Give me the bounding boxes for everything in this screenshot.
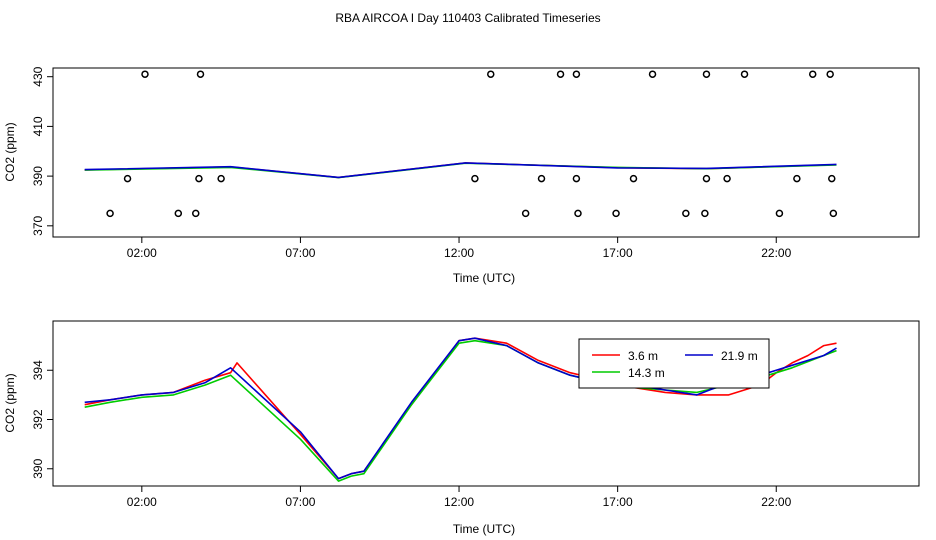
figure-title: RBA AIRCOA I Day 110403 Calibrated Times… [335,11,600,25]
top-outlier-point [828,174,836,183]
legend-label-14-3m: 14.3 m [628,366,665,380]
top-outlier-point [174,209,183,218]
top-outlier-point [682,209,690,218]
bottom-x-tick-label: 12:00 [444,495,474,509]
top-y-tick-label: 410 [31,116,45,136]
top-outlier-point [793,174,801,183]
bottom-x-tick-label: 07:00 [285,495,315,509]
bottom-y-tick-label: 394 [31,360,45,380]
top-x-tick-label: 02:00 [127,246,157,260]
top-outlier-point [572,174,581,183]
legend-box [578,338,770,389]
top-outlier-point [141,70,149,78]
top-outlier-point [123,174,132,183]
top-outlier-point [196,70,205,78]
top-outlier-point [629,174,638,183]
top-outlier-point [826,70,834,78]
top-outlier-point [191,209,200,218]
bottom-y-axis-label: CO2 (ppm) [3,373,17,432]
bottom-y-tick-label: 392 [31,409,45,429]
top-outlier-point [195,174,203,183]
top-y-tick-label: 370 [31,215,45,235]
top-x-tick-label: 22:00 [761,246,791,260]
bottom-x-tick-label: 22:00 [761,495,791,509]
top-outlier-point [829,209,838,218]
top-x-tick-label: 07:00 [285,246,315,260]
top-x-axis-label: Time (UTC) [453,271,515,285]
top-outlier-point [537,174,546,183]
top-outlier-point [487,70,495,78]
top-outlier-point [612,209,620,218]
top-outlier-point [702,70,711,78]
top-plot-frame [52,67,920,238]
chart-top: 02:00 07:00 12:00 17:00 22:00 370 390 410 430 Ti… [3,66,920,285]
top-outlier-point [723,174,731,183]
top-y-tick-label: 390 [31,166,45,186]
bottom-x-axis-label: Time (UTC) [453,522,515,536]
top-outlier-point [572,70,581,78]
top-outlier-point [702,174,711,183]
top-x-tick-label: 17:00 [603,246,633,260]
top-outlier-point [556,70,565,78]
top-outlier-point [740,70,749,78]
bottom-x-tick-label: 02:00 [127,495,157,509]
top-outlier-point [217,174,225,183]
top-outlier-point [775,209,784,218]
top-outlier-point [808,70,817,78]
top-x-tick-label: 12:00 [444,246,474,260]
top-series-21-9-m [84,162,837,179]
legend-label-21-9m: 21.9 m [721,349,758,363]
top-outlier-point [574,209,582,218]
top-outlier-point [701,209,709,218]
legend: 3.6 m 21.9 m 14.3 m [578,338,770,389]
chart-bottom: 02:00 07:00 12:00 17:00 22:00 390 392 394 Time … [3,320,920,536]
bottom-y-tick-label: 390 [31,458,45,478]
top-outlier-point [106,209,114,218]
top-y-axis-label: CO2 (ppm) [3,122,17,181]
top-outlier-point [521,209,530,218]
top-outlier-point [648,70,657,78]
legend-label-3-6m: 3.6 m [628,349,658,363]
top-outlier-point [471,174,479,183]
bottom-x-tick-label: 17:00 [603,495,633,509]
top-y-tick-label: 430 [31,66,45,86]
bottom-plot-frame [52,320,920,487]
